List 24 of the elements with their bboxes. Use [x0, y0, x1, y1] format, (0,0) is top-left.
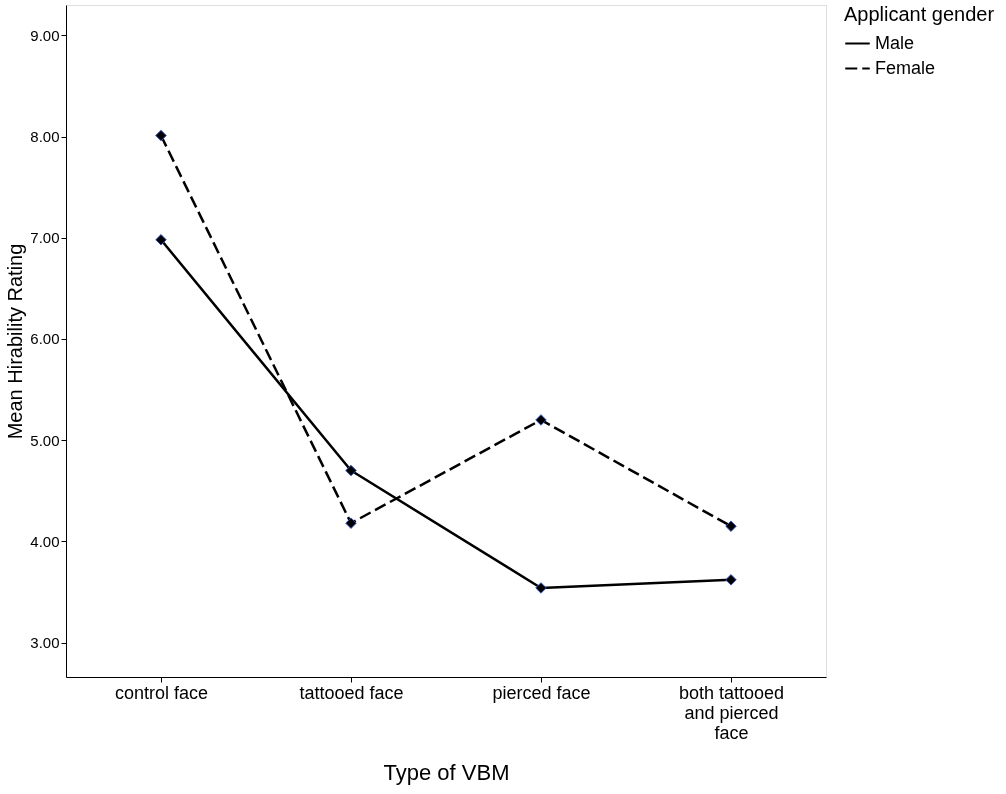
x-axis-title: Type of VBM [383, 759, 510, 785]
x-tick-label: tattooed face [299, 682, 404, 703]
y-tick-label: 6.00 [30, 330, 60, 348]
point [535, 582, 547, 594]
x-tick-label: pierced face [492, 682, 591, 703]
y-tick-label: 7.00 [30, 229, 60, 247]
point [535, 414, 547, 426]
y-tick-label: 8.00 [30, 128, 60, 146]
legend-label: Male [875, 32, 915, 53]
point [725, 520, 737, 532]
y-tick-label: 5.00 [30, 431, 60, 449]
legend-title: Applicant gender [844, 3, 995, 25]
y-tick-label: 9.00 [30, 26, 60, 44]
x-tick-label: both tattooed and pierced face [678, 682, 785, 743]
legend-label: Female [875, 57, 936, 78]
point [155, 129, 167, 142]
x-tick-label: control face [114, 682, 209, 703]
y-axis-title: Mean Hirability Rating [4, 243, 27, 440]
point [155, 234, 167, 246]
y-tick-label: 3.00 [30, 634, 60, 652]
point [345, 517, 357, 529]
y-tick-label: 4.00 [30, 532, 60, 550]
point [725, 574, 737, 586]
point [345, 464, 357, 477]
